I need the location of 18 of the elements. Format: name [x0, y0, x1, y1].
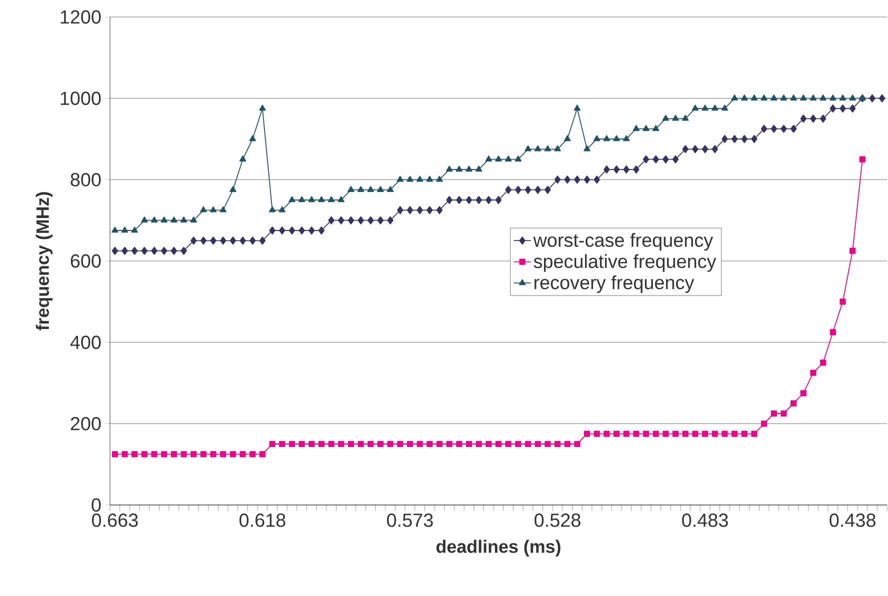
- y-axis-title: frequency (MHz): [36, 192, 53, 330]
- legend-label: worst-case frequency: [533, 233, 714, 251]
- y-tick-label: 1200: [60, 10, 101, 24]
- y-tick-label: 200: [70, 416, 101, 430]
- y-tick-label: 1000: [60, 92, 101, 106]
- y-tick-label: 400: [70, 336, 101, 350]
- x-tick-label: 0.618: [240, 514, 286, 527]
- x-axis-title: deadlines (ms): [436, 540, 560, 556]
- y-tick-label: 600: [70, 254, 101, 268]
- x-tick-label: 0.663: [92, 514, 138, 527]
- x-tick-label: 0.438: [830, 514, 876, 527]
- x-tick-label: 0.528: [534, 514, 580, 527]
- legend-label: speculative frequency: [534, 254, 716, 272]
- x-tick-label: 0.573: [387, 514, 433, 527]
- x-tick-label: 0.483: [682, 514, 728, 527]
- y-tick-label: 800: [70, 172, 101, 186]
- y-tick-label: 0: [92, 498, 101, 512]
- legend-label: recovery frequency: [534, 275, 694, 293]
